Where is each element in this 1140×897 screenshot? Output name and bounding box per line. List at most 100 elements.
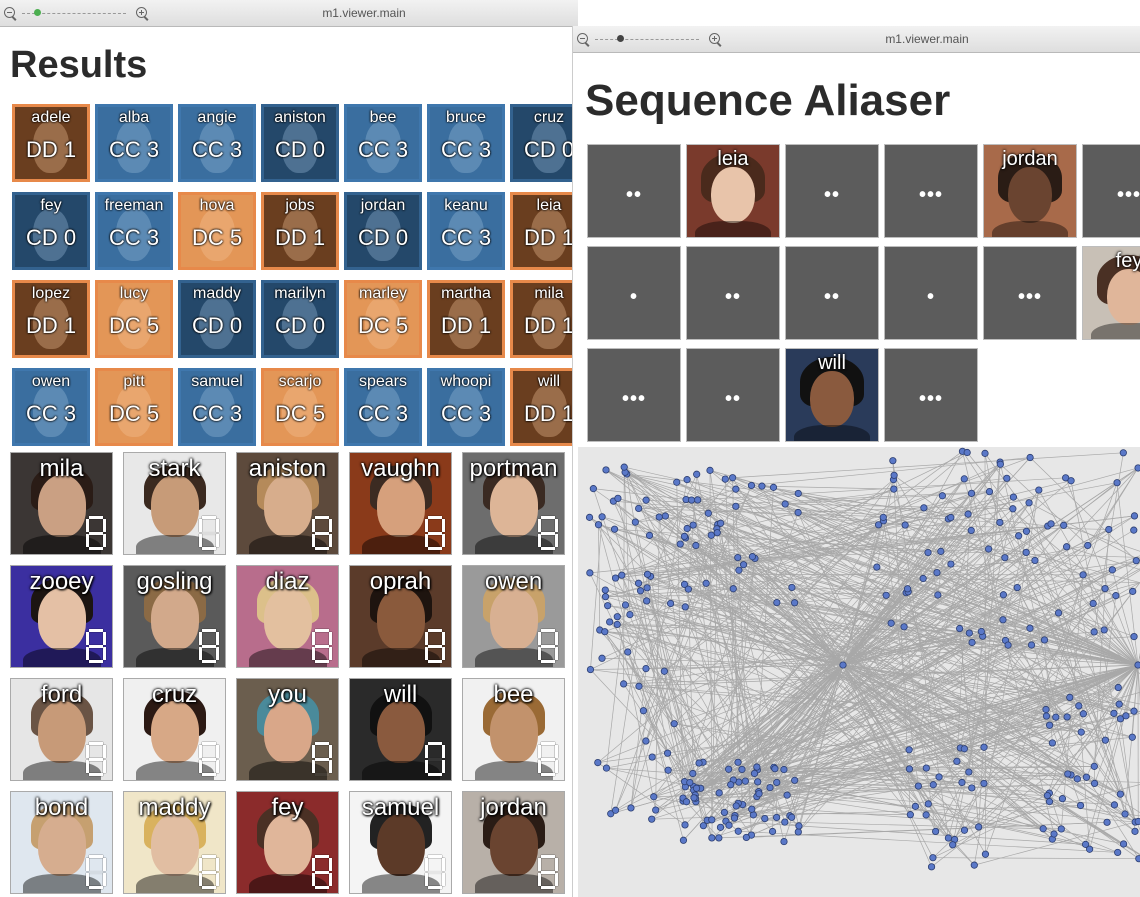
graph-node[interactable] [900,623,908,631]
graph-node[interactable] [1084,541,1092,550]
graph-node[interactable] [1025,499,1033,507]
graph-node[interactable] [967,526,975,535]
graph-node[interactable] [1101,584,1109,593]
graph-node[interactable] [1039,825,1047,833]
sequence-cell-dots[interactable]: •• [785,144,879,238]
graph-node[interactable] [655,513,663,521]
graph-node[interactable] [734,827,742,835]
graph-node[interactable] [929,781,937,789]
graph-node[interactable] [791,776,799,784]
graph-node[interactable] [980,779,988,788]
graph-node[interactable] [999,616,1007,624]
photo-vaughn[interactable]: vaughn [349,452,452,555]
graph-node[interactable] [927,863,936,871]
photo-owen[interactable]: owen [462,565,565,668]
graph-node[interactable] [901,521,909,529]
graph-node[interactable] [645,531,654,539]
graph-node[interactable] [887,619,895,627]
graph-node[interactable] [652,806,660,814]
photo-bond[interactable]: bond [10,791,113,894]
graph-node[interactable] [935,773,943,781]
graph-node[interactable] [773,778,781,787]
graph-node[interactable] [773,598,781,607]
graph-node[interactable] [634,579,643,587]
graph-node[interactable] [1022,548,1030,557]
graph-node[interactable] [681,603,689,611]
graph-node[interactable] [689,521,697,529]
graph-node[interactable] [924,800,932,808]
photo-diaz[interactable]: diaz [236,565,339,668]
graph-node[interactable] [964,510,972,518]
graph-node[interactable] [642,496,650,504]
graph-node[interactable] [694,496,702,504]
result-tile-angie[interactable]: angie CC 3 [178,104,256,182]
result-tile-bruce[interactable]: bruce CC 3 [427,104,505,182]
graph-node[interactable] [981,850,990,858]
graph-node[interactable] [601,628,609,636]
graph-node[interactable] [791,599,799,607]
sequence-cell-jordan[interactable]: jordan [983,144,1077,238]
graph-node[interactable] [996,460,1004,468]
graph-node[interactable] [794,508,802,517]
result-tile-mila[interactable]: mila DD 1 [510,280,578,358]
graph-node[interactable] [1063,713,1071,721]
result-tile-lopez[interactable]: lopez DD 1 [12,280,90,358]
graph-node[interactable] [620,680,628,688]
graph-node[interactable] [949,841,957,849]
graph-node[interactable] [890,471,898,479]
result-tile-marilyn[interactable]: marilyn CD 0 [261,280,339,358]
graph-node[interactable] [706,466,714,474]
graph-node[interactable] [766,783,774,792]
graph-node[interactable] [601,586,609,594]
photo-stark[interactable]: stark [123,452,226,555]
graph-node[interactable] [1063,543,1071,551]
sequence-cell-dots[interactable]: ••• [884,144,978,238]
graph-node[interactable] [956,624,964,633]
graph-node[interactable] [1073,775,1081,783]
graph-node[interactable] [732,802,740,810]
graph-node[interactable] [1119,449,1127,457]
graph-node[interactable] [601,593,610,601]
graph-node[interactable] [681,821,689,829]
graph-node[interactable] [1027,641,1036,649]
graph-node[interactable] [919,574,927,583]
graph-node[interactable] [967,489,976,497]
graph-node[interactable] [747,481,756,490]
graph-node[interactable] [968,638,976,647]
zoom-slider-knob[interactable] [617,35,624,42]
graph-node[interactable] [636,587,645,595]
graph-node[interactable] [1110,709,1118,717]
graph-node[interactable] [683,524,691,533]
graph-node[interactable] [721,475,729,483]
graph-node[interactable] [602,764,611,772]
graph-node[interactable] [613,620,621,629]
graph-node[interactable] [968,784,976,792]
photo-portman[interactable]: portman [462,452,565,555]
graph-node[interactable] [905,765,914,773]
graph-node[interactable] [707,531,715,539]
graph-node[interactable] [732,502,740,510]
graph-node[interactable] [999,591,1008,599]
graph-node[interactable] [684,585,692,593]
graph-node[interactable] [944,834,953,842]
result-tile-jobs[interactable]: jobs DD 1 [261,192,339,270]
result-tile-will[interactable]: will DD 1 [510,368,578,446]
graph-node[interactable] [720,808,729,817]
graph-node[interactable] [643,584,651,592]
photo-bee[interactable]: bee [462,678,565,781]
graph-node[interactable] [682,798,691,806]
graph-node[interactable] [1054,609,1063,617]
graph-node[interactable] [768,827,777,836]
graph-node[interactable] [1064,770,1072,778]
graph-node[interactable] [741,777,749,785]
graph-node[interactable] [879,513,887,521]
graph-node[interactable] [708,834,716,842]
graph-node[interactable] [748,553,757,561]
graph-node[interactable] [1131,827,1139,835]
graph-node[interactable] [742,833,750,842]
graph-node[interactable] [639,707,648,715]
graph-node[interactable] [618,571,626,579]
graph-node[interactable] [1113,479,1121,487]
graph-node[interactable] [960,826,969,834]
result-tile-spears[interactable]: spears CC 3 [344,368,422,446]
